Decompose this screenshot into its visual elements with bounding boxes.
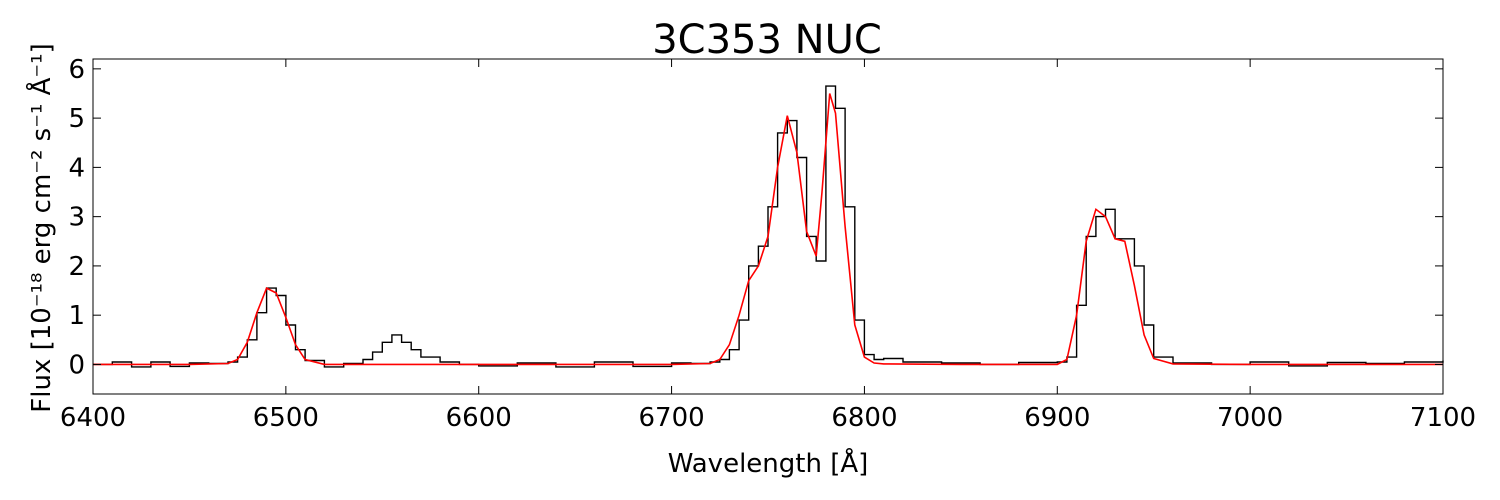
x-tick-label: 7000 xyxy=(1217,403,1283,433)
y-axis: 0 1 2 3 4 5 6 xyxy=(68,55,1443,380)
x-tick-label: 6900 xyxy=(1024,403,1090,433)
y-tick-label: 2 xyxy=(68,252,85,282)
y-axis-label: Flux [10⁻¹⁸ erg cm⁻² s⁻¹ Å⁻¹] xyxy=(25,43,57,412)
y-tick-label: 1 xyxy=(68,301,85,331)
axes-frame xyxy=(92,58,1444,395)
y-tick-label: 3 xyxy=(68,203,85,233)
y-tick-label: 0 xyxy=(68,350,85,380)
y-tick-label: 6 xyxy=(68,55,85,85)
plot-area xyxy=(93,85,1444,368)
x-tick-label: 6500 xyxy=(253,403,319,433)
observed-spectrum-line xyxy=(93,85,1444,368)
x-tick-label: 6800 xyxy=(831,403,897,433)
x-axis: 6400 6500 6600 6700 6800 6900 7000 7100 xyxy=(60,59,1476,433)
x-tick-label: 6400 xyxy=(60,403,126,433)
model-fit-line xyxy=(93,93,1443,366)
x-tick-label: 6600 xyxy=(446,403,512,433)
chart-title: 3C353 NUC xyxy=(652,17,882,63)
y-tick-label: 5 xyxy=(68,104,85,134)
y-tick-label: 4 xyxy=(68,153,85,183)
x-tick-label: 7100 xyxy=(1410,403,1476,433)
x-axis-label: Wavelength [Å] xyxy=(668,447,869,479)
x-tick-label: 6700 xyxy=(638,403,704,433)
